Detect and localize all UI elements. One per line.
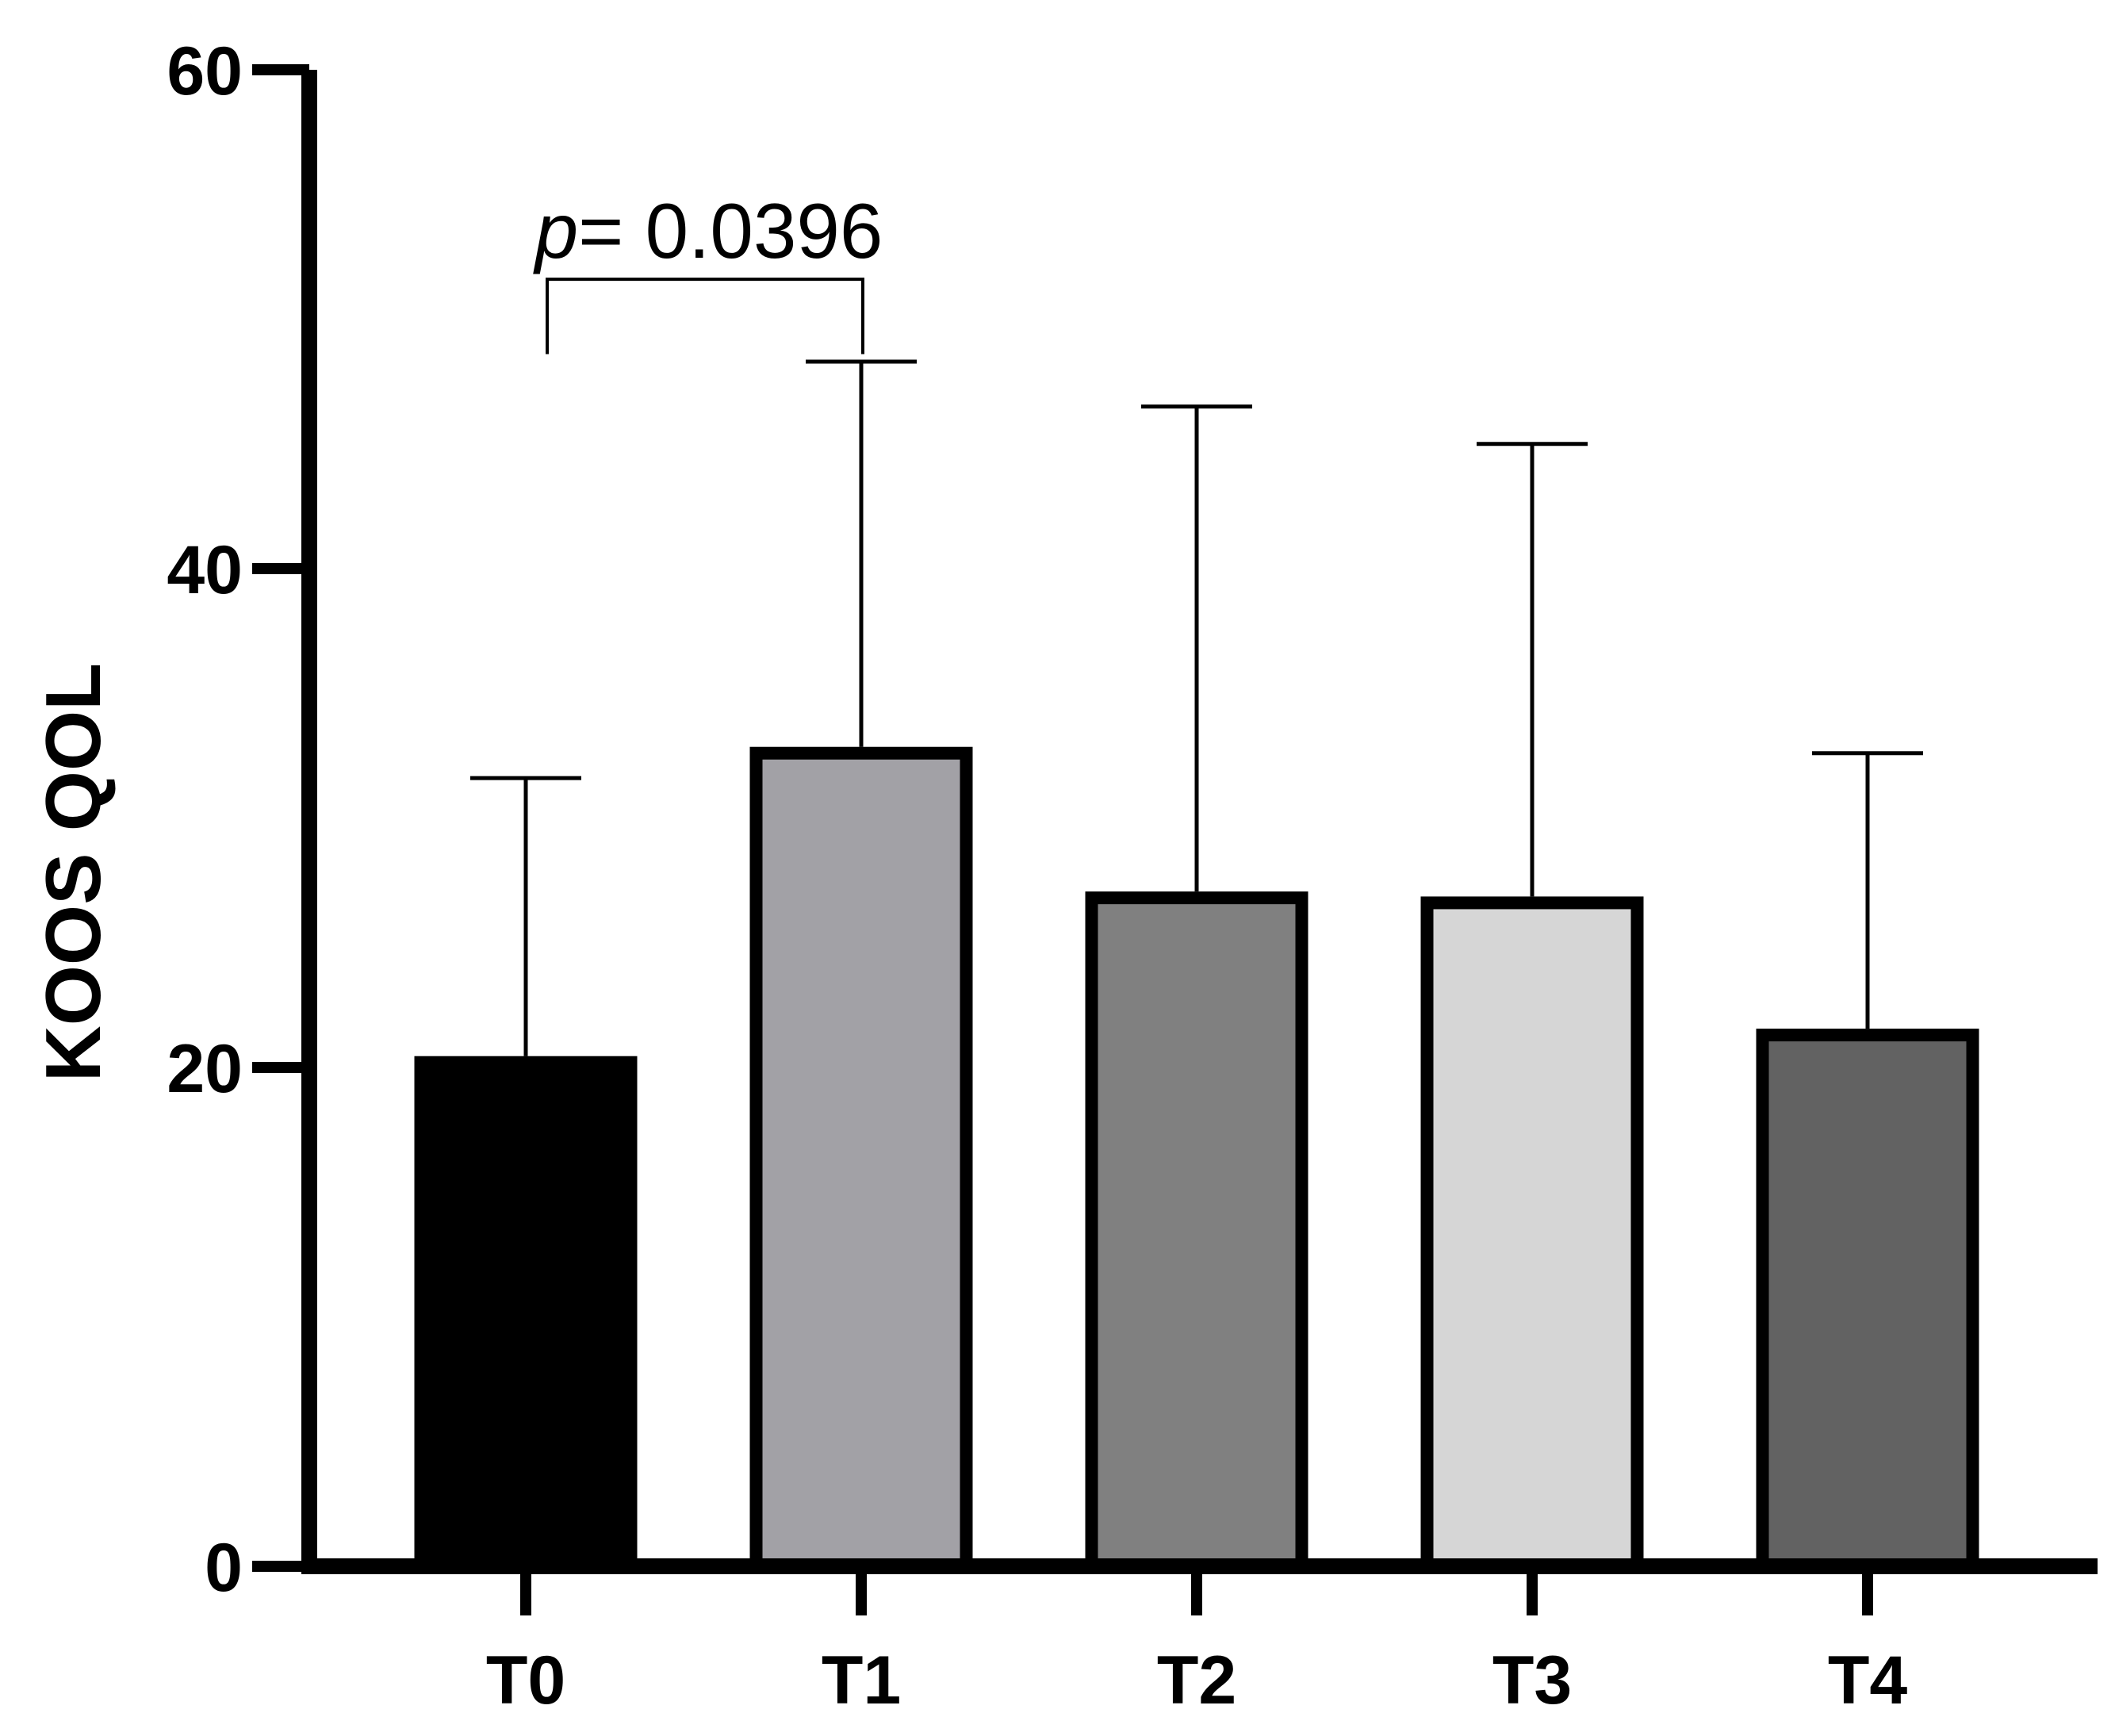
- bar-T0: [414, 1056, 638, 1573]
- x-tick-label-T0: T0: [486, 1642, 565, 1719]
- significance-bracket: [546, 278, 864, 354]
- p-value: = 0.0396: [578, 187, 883, 274]
- bar-T2: [1085, 891, 1308, 1573]
- x-axis-ticks: T0 T1 T2 T3 T4: [486, 1566, 1908, 1719]
- x-tick-label-T2: T2: [1157, 1642, 1236, 1719]
- y-axis-ticks: 0 20 40 60: [167, 33, 309, 1606]
- x-tick-label-T3: T3: [1492, 1642, 1572, 1719]
- x-tick-label-T1: T1: [822, 1642, 901, 1719]
- p-symbol: p: [533, 187, 579, 274]
- significance-annotation: p= 0.0396: [533, 187, 883, 354]
- bar-T1: [749, 746, 973, 1573]
- y-tick-label: 0: [205, 1530, 243, 1606]
- y-tick-label: 20: [167, 1031, 243, 1107]
- y-tick-label: 40: [167, 532, 243, 608]
- x-tick-label-T4: T4: [1828, 1642, 1908, 1719]
- y-axis-title: KOOS QOL: [29, 663, 117, 1082]
- error-bars-layer: [470, 359, 1923, 1056]
- bar-T3: [1420, 896, 1644, 1573]
- bar-T4: [1756, 1029, 1979, 1573]
- bars-layer: [414, 746, 1979, 1573]
- y-tick-label: 60: [167, 33, 243, 109]
- p-value-label: p= 0.0396: [533, 187, 883, 274]
